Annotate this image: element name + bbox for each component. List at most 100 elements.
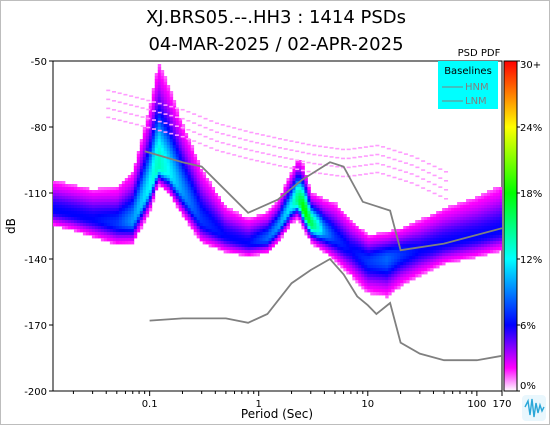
- density-cell: [343, 259, 347, 263]
- density-outlier: [163, 113, 168, 115]
- density-cell: [340, 253, 344, 257]
- density-cell: [271, 214, 275, 218]
- density-cell: [139, 148, 144, 152]
- density-cell: [391, 241, 395, 245]
- density-cell: [187, 169, 192, 173]
- density-cell: [118, 232, 123, 236]
- density-cell: [343, 220, 347, 224]
- density-outlier: [226, 143, 231, 146]
- density-cell: [190, 151, 195, 155]
- density-outlier: [432, 165, 437, 168]
- density-cell: [157, 91, 162, 95]
- density-cell: [394, 262, 398, 266]
- density-cell: [151, 157, 156, 161]
- density-cell: [391, 265, 395, 269]
- density-cell: [226, 232, 230, 236]
- density-cell: [109, 241, 114, 245]
- density-cell: [139, 142, 144, 146]
- density-cell: [418, 241, 422, 245]
- density-cell: [466, 205, 470, 209]
- density-cell: [265, 244, 269, 248]
- density-cell: [136, 181, 141, 185]
- density-cell: [172, 112, 177, 116]
- density-cell: [181, 172, 186, 176]
- density-cell: [481, 226, 485, 230]
- density-cell: [67, 226, 72, 230]
- density-cell: [223, 235, 228, 239]
- x-axis-label: Period (Sec): [241, 407, 313, 421]
- density-cell: [298, 208, 302, 212]
- density-cell: [427, 241, 431, 245]
- density-cell: [343, 241, 347, 245]
- density-cell: [184, 142, 189, 146]
- density-cell: [331, 256, 335, 260]
- density-cell: [136, 220, 141, 224]
- density-cell: [343, 256, 347, 260]
- density-cell: [121, 199, 126, 203]
- density-cell: [418, 274, 422, 278]
- density-cell: [157, 88, 162, 92]
- density-cell: [355, 250, 359, 254]
- density-cell: [361, 241, 365, 245]
- density-cell: [457, 214, 461, 218]
- density-cell: [157, 133, 162, 137]
- density-cell: [364, 280, 368, 284]
- density-cell: [142, 127, 147, 131]
- density-cell: [211, 235, 216, 239]
- density-cell: [160, 70, 165, 74]
- density-cell: [280, 220, 284, 224]
- density-cell: [262, 247, 266, 251]
- density-cell: [85, 193, 90, 197]
- density-cell: [451, 238, 455, 242]
- density-cell: [172, 175, 177, 179]
- density-cell: [292, 172, 296, 176]
- density-cell: [154, 91, 159, 95]
- density-cell: [130, 241, 135, 245]
- density-cell: [247, 220, 251, 224]
- density-cell: [322, 244, 326, 248]
- density-cell: [223, 247, 228, 251]
- density-cell: [301, 220, 305, 224]
- density-outlier: [375, 153, 380, 156]
- density-cell: [229, 211, 233, 215]
- density-cell: [82, 202, 87, 206]
- density-cell: [199, 214, 204, 218]
- density-cell: [361, 277, 365, 281]
- density-cell: [127, 205, 132, 209]
- density-cell: [400, 229, 404, 233]
- density-cell: [304, 208, 308, 212]
- density-cell: [283, 223, 287, 227]
- density-outlier: [369, 145, 374, 148]
- density-cell: [478, 205, 482, 209]
- density-cell: [151, 103, 156, 107]
- density-cell: [160, 115, 165, 119]
- density-cell: [490, 190, 494, 194]
- density-cell: [193, 160, 198, 164]
- density-cell: [454, 217, 458, 221]
- density-cell: [199, 208, 204, 212]
- density-cell: [244, 226, 248, 230]
- density-cell: [106, 193, 111, 197]
- density-cell: [148, 106, 153, 110]
- density-cell: [319, 208, 323, 212]
- density-cell: [361, 250, 365, 254]
- density-cell: [226, 235, 230, 239]
- density-cell: [118, 226, 123, 230]
- density-cell: [457, 232, 461, 236]
- density-cell: [388, 235, 392, 239]
- density-cell: [217, 211, 222, 215]
- density-cell: [346, 229, 350, 233]
- density-cell: [451, 235, 455, 239]
- density-cell: [205, 196, 210, 200]
- density-cell: [238, 226, 242, 230]
- density-cell: [145, 160, 150, 164]
- density-cell: [208, 238, 213, 242]
- density-cell: [385, 289, 389, 293]
- density-cell: [166, 97, 171, 101]
- density-cell: [178, 154, 183, 158]
- density-cell: [304, 226, 308, 230]
- density-cell: [142, 163, 147, 167]
- density-cell: [139, 190, 144, 194]
- density-cell: [400, 244, 404, 248]
- density-cell: [307, 208, 311, 212]
